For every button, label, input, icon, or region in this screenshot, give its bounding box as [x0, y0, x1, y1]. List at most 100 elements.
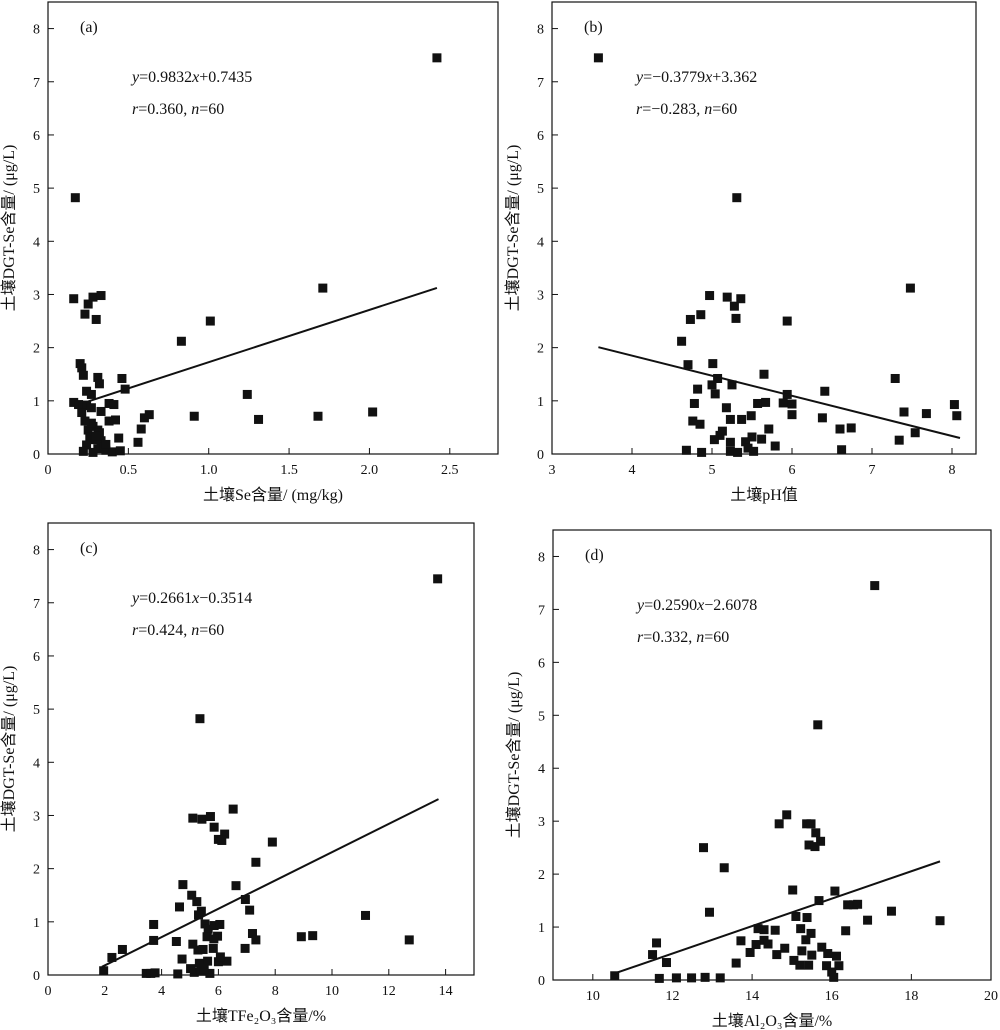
- panel-b-y-tick-label: 5: [537, 182, 544, 197]
- panel-b-data-point: [708, 359, 718, 369]
- panel-a-y-tick-label: 1: [33, 395, 40, 410]
- panel-d-data-point: [700, 972, 710, 982]
- panel-d-label: (d): [585, 547, 604, 564]
- panel-c-data-point: [150, 968, 160, 978]
- panel-a-data-point: [96, 436, 106, 446]
- panel-b-data-point: [761, 397, 771, 407]
- panel-a-stats: r=0.360, n=60: [132, 101, 224, 118]
- panel-c-x-tick-label: 8: [272, 984, 279, 999]
- panel-b-y-tick-label: 2: [537, 342, 544, 357]
- panel-b-y-tick-label: 1: [537, 395, 544, 410]
- panel-c-x-tick-label: 12: [382, 984, 396, 999]
- panel-b-data-point: [593, 53, 603, 63]
- panel-d-data-point: [822, 961, 832, 971]
- panel-b-data-point: [710, 389, 720, 399]
- panel-c-fit-line: [101, 798, 439, 968]
- panel-d-data-point: [719, 863, 729, 873]
- panel-a-data-point: [83, 299, 93, 309]
- panel-a-frame: [47, 1, 499, 455]
- panel-a-y-tick-label: 5: [33, 182, 40, 197]
- panel-b-label: (b): [584, 19, 603, 36]
- panel-c-data-point: [213, 957, 223, 967]
- panel-a-data-point: [107, 447, 117, 457]
- panel-d-data-point: [823, 949, 833, 959]
- panel-a-ticks: 0 0.5 1.0 1.5 2.0 2.5 0 1 2 3 4 5 6 7 8: [33, 23, 459, 478]
- panel-c-equation: y=0.2661x−0.3514: [130, 590, 252, 607]
- panel-c-data-point: [222, 956, 232, 966]
- panel-a-data-point: [254, 414, 264, 424]
- panel-a-data-point: [139, 413, 149, 423]
- panel-a-equation: y=0.9832x+0.7435: [130, 69, 252, 86]
- panel-d-points: [610, 581, 945, 983]
- panel-d-data-point: [801, 935, 811, 945]
- panel-d-data-point: [671, 973, 681, 983]
- panel-c-data-point: [173, 969, 183, 979]
- panel-b-y-tick-label: 3: [537, 288, 544, 303]
- panel-b-data-point: [705, 291, 715, 301]
- panel-a-data-point: [80, 309, 90, 319]
- panel-b-frame: [551, 1, 977, 455]
- panel-d-data-point: [804, 840, 814, 850]
- panel-d-stats: r=0.332, n=60: [637, 629, 729, 646]
- panel-b-data-point: [817, 413, 827, 423]
- panel-b-data-point: [737, 414, 747, 424]
- panel-d-data-point: [810, 842, 820, 852]
- panel-d-data-point: [687, 973, 697, 983]
- panel-a-x-tick-label: 2.5: [441, 463, 459, 478]
- panel-d-data-point: [832, 951, 842, 961]
- panel-b-data-point: [894, 435, 904, 445]
- panel-d-data-point: [853, 899, 863, 909]
- panel-c-data-point: [186, 964, 196, 974]
- panel-c-data-point: [215, 952, 225, 962]
- panel-d-data-point: [817, 942, 827, 952]
- panel-b-data-point: [683, 360, 693, 370]
- panel-b-data-point: [677, 336, 687, 346]
- panel-d-fit-line: [612, 860, 941, 976]
- panel-d-data-point: [797, 946, 807, 956]
- panel-d-data-point: [610, 971, 620, 981]
- panel-d-data-point: [807, 950, 817, 960]
- panel-a-x-tick-label: 1.5: [280, 463, 298, 478]
- panel-b-x-axis-title: 土壤pH值: [730, 485, 798, 504]
- panel-a-data-point: [111, 415, 120, 425]
- panel-d-data-point: [791, 911, 801, 921]
- panel-a-data-point: [136, 424, 146, 434]
- panel-c-x-tick-label: 2: [101, 984, 108, 999]
- panel-b-data-point: [759, 369, 769, 379]
- panel-b-data-point: [681, 445, 691, 455]
- panel-c-label: (c): [80, 540, 98, 557]
- panel-b-data-point: [753, 398, 763, 408]
- panel-d-x-tick-label: 10: [586, 989, 600, 1004]
- panel-a-data-point: [70, 193, 80, 203]
- panel-a-data-point: [91, 431, 101, 441]
- panel-a-data-point: [74, 400, 84, 410]
- panel-b-data-point: [713, 373, 723, 383]
- panel-c-y-axis-title: 土壤DGT-Se含量/ (μg/L): [0, 666, 18, 833]
- panel-a-data-point: [189, 411, 199, 421]
- panel-d-data-point: [751, 940, 761, 950]
- panel-c-data-point: [205, 812, 215, 822]
- panel-a-data-point: [318, 283, 328, 293]
- panel-a-x-axis-title: 土壤Se含量/ (mg/kg): [203, 485, 343, 504]
- panel-c-data-point: [361, 910, 371, 920]
- panel-c-y-tick-label: 8: [33, 544, 40, 559]
- panel-c-data-point: [217, 835, 227, 845]
- panel-c-data-point: [433, 574, 443, 584]
- panel-b-data-point: [899, 407, 909, 417]
- panel-c-data-point: [195, 714, 205, 724]
- panel-a-x-tick-label: 0.5: [120, 463, 138, 478]
- panel-c-data-point: [203, 956, 213, 966]
- panel-a-data-point: [78, 446, 88, 456]
- panel-b-data-point: [733, 447, 743, 457]
- panel-b-y-tick-label: 0: [537, 448, 544, 463]
- panel-c-data-point: [240, 894, 250, 904]
- panel-d-data-point: [753, 924, 763, 934]
- panel-d-data-point: [830, 886, 840, 896]
- panel-b-data-point: [747, 432, 757, 442]
- panel-c-y-tick-label: 3: [33, 809, 40, 824]
- panel-a-data-point: [85, 432, 95, 442]
- panel-b-data-point: [820, 386, 830, 396]
